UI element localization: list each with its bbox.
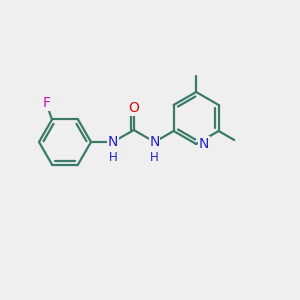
Text: H: H [109,151,117,164]
Text: N: N [108,135,118,149]
Text: F: F [43,97,51,110]
Text: N: N [199,137,209,151]
Text: H: H [150,151,159,164]
Text: O: O [128,101,139,115]
Text: N: N [149,135,160,149]
